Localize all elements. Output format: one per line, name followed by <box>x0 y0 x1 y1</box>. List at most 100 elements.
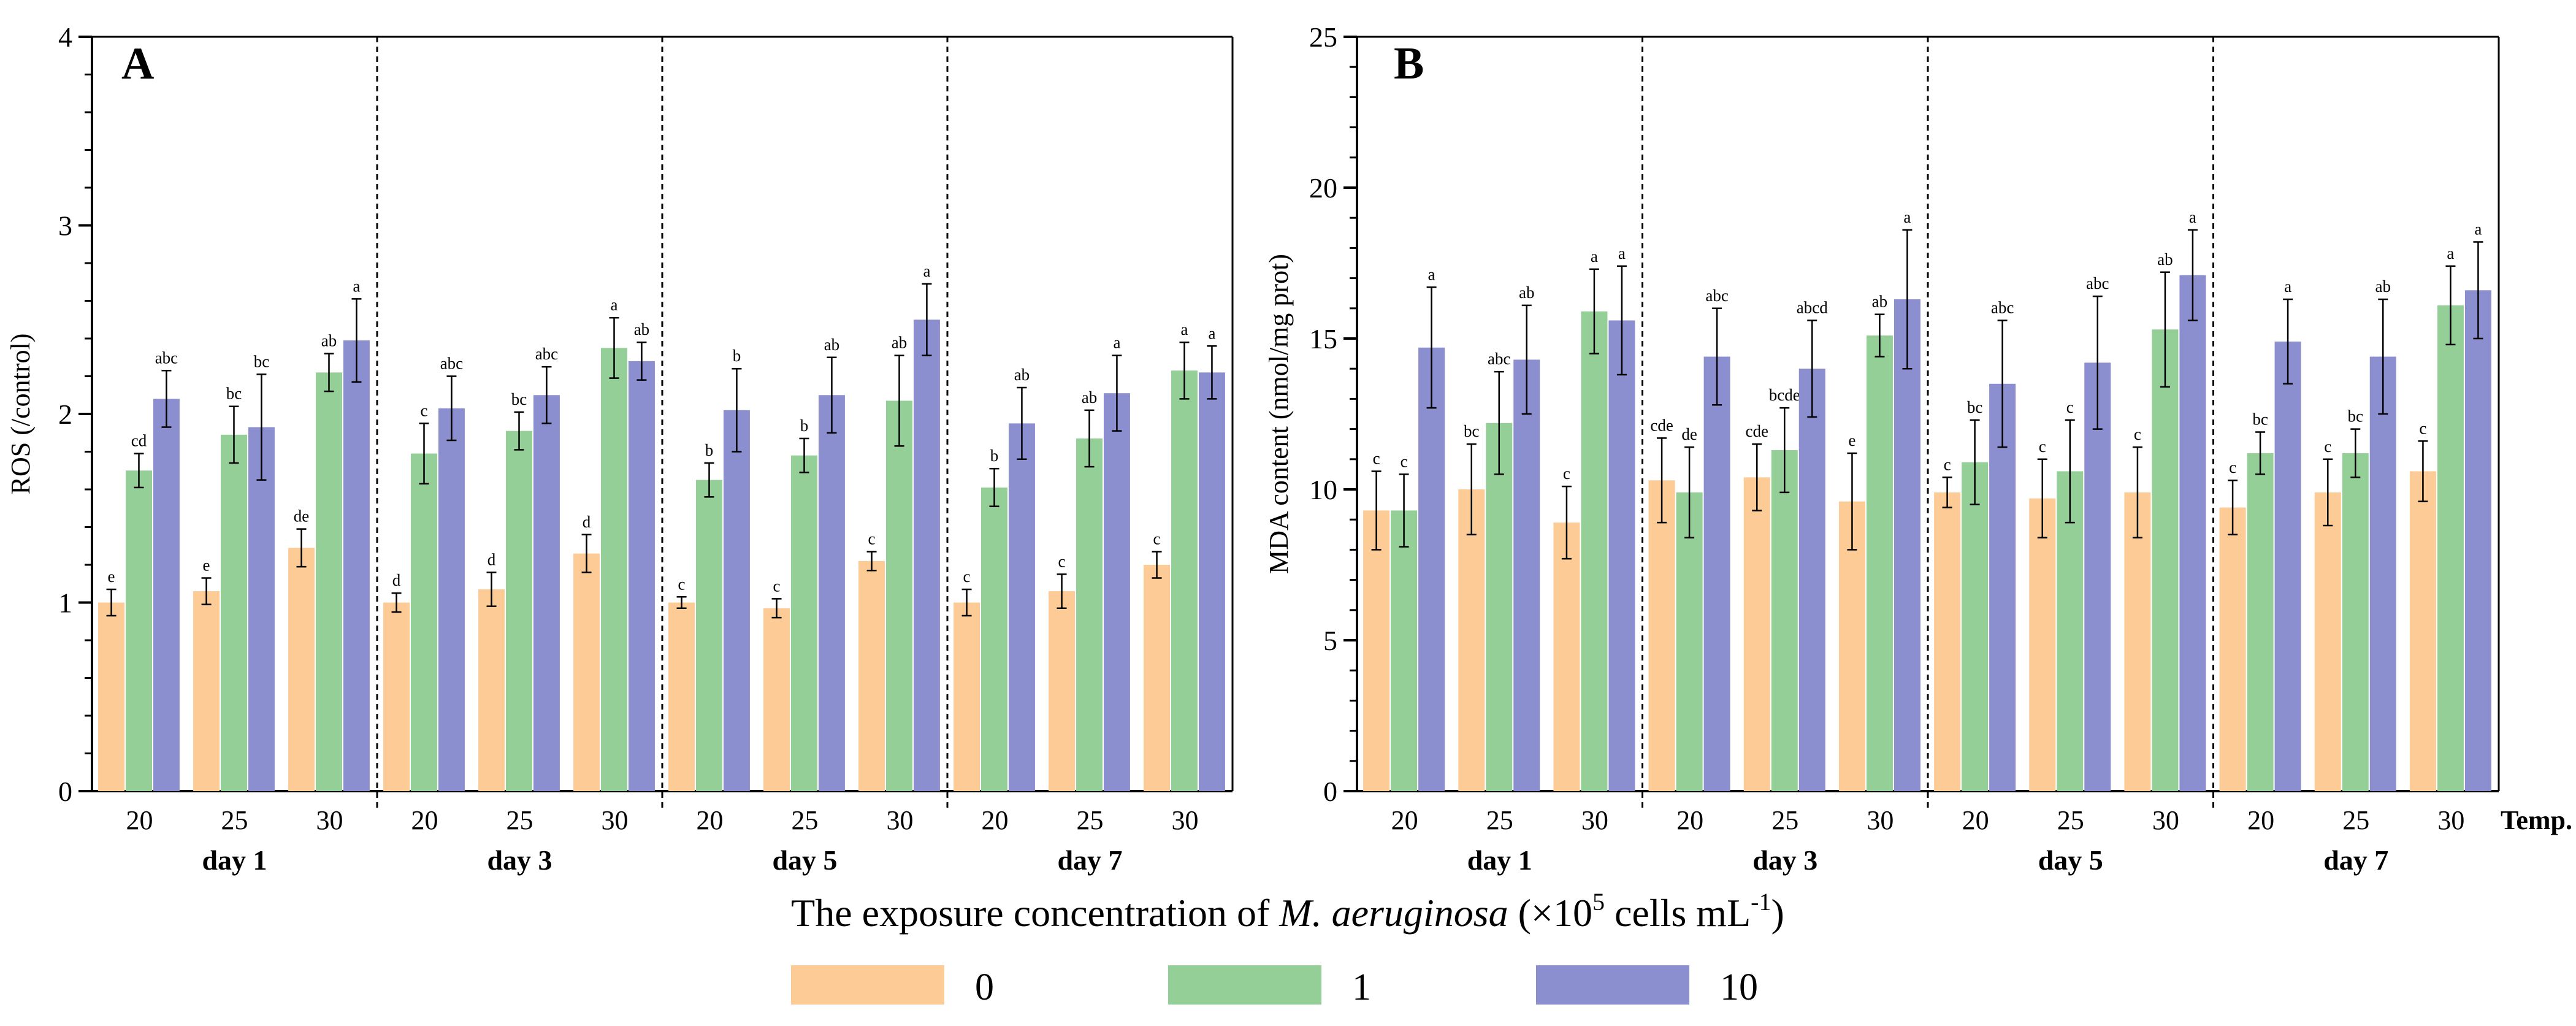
significance-letter: a <box>1903 208 1911 226</box>
bar-series-1 <box>411 453 437 791</box>
significance-letter: ab <box>2375 277 2391 296</box>
bar-series-0 <box>383 602 410 791</box>
bar-series-0 <box>763 608 790 791</box>
significance-letter: a <box>2474 220 2482 239</box>
significance-letter: bc <box>2348 407 2364 426</box>
x-tick-label: 25 <box>1077 805 1104 835</box>
group-label: day 7 <box>1057 844 1122 876</box>
significance-letter: a <box>1591 247 1598 266</box>
y-tick-label: 0 <box>1323 776 1337 807</box>
significance-letter: cde <box>1746 422 1768 440</box>
bar-series-1 <box>1076 438 1103 791</box>
bar-series-0 <box>2124 492 2151 791</box>
bar-series-0 <box>1934 492 1961 791</box>
y-tick-label: 20 <box>1309 172 1337 204</box>
bar-series-10 <box>723 410 750 791</box>
bar-series-1 <box>791 455 817 791</box>
temp-axis-label: Temp. <box>2501 805 2572 835</box>
significance-letter: c <box>2419 419 2426 437</box>
bar-series-0 <box>2029 498 2056 791</box>
bar-series-1 <box>2057 471 2084 791</box>
bar-series-1 <box>2342 453 2369 791</box>
significance-letter: ab <box>1519 283 1534 302</box>
bar-series-10 <box>1703 356 1730 791</box>
significance-letter: ab <box>1872 293 1887 311</box>
significance-letter: c <box>678 575 686 593</box>
significance-letter: cd <box>131 432 147 450</box>
bar-series-0 <box>1458 489 1485 791</box>
bar-series-10 <box>1008 423 1035 791</box>
significance-letter: e <box>203 556 210 575</box>
significance-letter: a <box>2447 244 2454 262</box>
x-tick-label: 30 <box>2152 805 2179 835</box>
legend-label: 0 <box>975 967 994 1008</box>
bar-series-1 <box>2247 453 2274 791</box>
significance-letter: d <box>487 550 496 569</box>
x-tick-label: 30 <box>1172 805 1199 835</box>
bar-series-1 <box>221 434 247 791</box>
bar-series-1 <box>1581 311 1608 792</box>
significance-letter: c <box>868 529 876 548</box>
bar-series-10 <box>2084 362 2111 791</box>
x-tick-label: 20 <box>411 805 438 835</box>
bar-series-10 <box>913 320 940 791</box>
significance-letter: a <box>923 262 930 280</box>
significance-letter: bc <box>511 390 527 408</box>
y-tick-label: 0 <box>58 776 72 807</box>
significance-letter: ab <box>824 335 839 354</box>
bar-series-10 <box>1798 369 1825 791</box>
bar-series-1 <box>1486 423 1513 791</box>
significance-letter: a <box>1428 265 1435 283</box>
bar-series-0 <box>573 553 600 791</box>
significance-letter: abc <box>1705 286 1728 305</box>
significance-letter: abc <box>440 354 463 373</box>
bar-series-1 <box>2152 329 2179 791</box>
significance-letter: c <box>2066 398 2074 416</box>
x-label-part: cells mL <box>1605 891 1751 935</box>
significance-letter: c <box>1944 455 1951 473</box>
bar-series-10 <box>1989 383 2016 791</box>
bar-series-1 <box>886 400 912 791</box>
significance-letter: c <box>2324 437 2331 456</box>
y-tick-label: 10 <box>1309 474 1337 505</box>
y-tick-label: 4 <box>58 21 72 53</box>
x-tick-label: 30 <box>887 805 914 835</box>
bar-series-10 <box>343 340 370 791</box>
x-label-part: 5 <box>1592 888 1605 916</box>
significance-letter: c <box>963 567 971 586</box>
x-tick-label: 20 <box>982 805 1009 835</box>
significance-letter: b <box>733 346 741 365</box>
bar-series-10 <box>2369 356 2396 791</box>
bar-series-0 <box>1648 480 1675 791</box>
legend-label: 10 <box>1720 967 1758 1008</box>
bar-series-10 <box>1513 359 1540 791</box>
bar-series-1 <box>2437 305 2464 791</box>
bar-series-10 <box>1608 320 1635 791</box>
bar-series-10 <box>533 395 560 791</box>
significance-letter: bc <box>1967 398 1983 416</box>
significance-letter: a <box>611 296 618 314</box>
significance-letter: bcde <box>1769 386 1800 404</box>
x-tick-label: 25 <box>506 805 533 835</box>
y-tick-label: 3 <box>58 210 72 242</box>
group-label: day 1 <box>202 844 267 876</box>
significance-letter: ab <box>2157 250 2173 269</box>
y-tick-label: 2 <box>58 399 72 430</box>
bar-series-10 <box>1418 347 1445 791</box>
significance-letter: b <box>800 416 809 435</box>
legend-swatch-1 <box>1168 965 1321 1005</box>
group-label: day 1 <box>1467 844 1532 876</box>
bar-series-10 <box>248 427 275 791</box>
bar-series-1 <box>1391 510 1418 791</box>
x-tick-label: 25 <box>2057 805 2084 835</box>
significance-letter: e <box>1848 431 1856 450</box>
significance-letter: abc <box>155 348 178 367</box>
significance-letter: c <box>1058 552 1066 570</box>
legend-swatch-0 <box>791 965 944 1005</box>
significance-letter: e <box>108 567 115 586</box>
significance-letter: c <box>773 576 781 595</box>
bar-series-0 <box>2219 507 2246 791</box>
significance-letter: d <box>583 513 591 531</box>
bar-series-0 <box>1743 477 1770 791</box>
significance-letter: de <box>294 507 310 526</box>
